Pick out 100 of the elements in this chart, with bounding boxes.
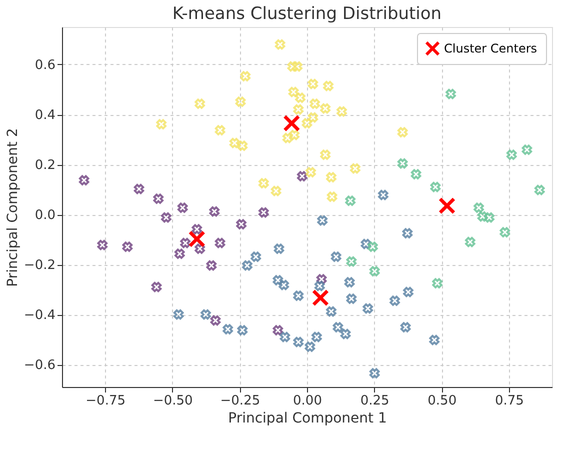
- point: [302, 118, 312, 128]
- point: [174, 248, 185, 259]
- point: [430, 182, 441, 192]
- point: [369, 368, 380, 378]
- x-tick-label: 0.25: [360, 394, 390, 408]
- point: [397, 127, 408, 138]
- point: [500, 227, 510, 238]
- point: [229, 138, 240, 148]
- point: [320, 150, 330, 160]
- point: [295, 92, 306, 103]
- point: [522, 144, 532, 155]
- y-tick-label: −0.4: [24, 308, 56, 323]
- point: [477, 211, 488, 222]
- point: [250, 252, 261, 262]
- point: [177, 202, 188, 213]
- point: [293, 336, 304, 348]
- point: [235, 96, 246, 107]
- point: [209, 206, 220, 217]
- point: [284, 115, 300, 132]
- point: [397, 158, 408, 169]
- point: [282, 132, 293, 144]
- point: [222, 324, 233, 334]
- point: [272, 325, 284, 336]
- point: [368, 242, 378, 252]
- x-tick-label: −0.25: [220, 394, 260, 408]
- point: [308, 112, 318, 123]
- x-tick-label: 0.50: [428, 394, 457, 408]
- point: [153, 194, 164, 204]
- point: [402, 228, 413, 238]
- point: [194, 244, 205, 254]
- point: [332, 322, 344, 332]
- point: [161, 212, 172, 223]
- point: [194, 98, 205, 109]
- point: [288, 86, 299, 98]
- point: [350, 163, 360, 174]
- point: [378, 190, 388, 200]
- point: [78, 175, 90, 186]
- point: [330, 252, 342, 262]
- point: [200, 309, 211, 320]
- point: [465, 236, 476, 248]
- point: [534, 184, 545, 196]
- point: [151, 282, 162, 292]
- point: [297, 171, 308, 182]
- point: [400, 322, 411, 332]
- point: [289, 130, 300, 140]
- point: [326, 306, 336, 317]
- point: [292, 61, 302, 72]
- point: [320, 103, 330, 114]
- point: [317, 215, 328, 226]
- point: [360, 238, 372, 250]
- point: [240, 71, 250, 82]
- y-tick-label: −0.2: [24, 258, 56, 273]
- point: [180, 238, 190, 248]
- point: [210, 315, 221, 326]
- point: [280, 332, 290, 342]
- point: [287, 61, 298, 72]
- x-tick-label: 0.75: [494, 394, 524, 408]
- legend-label: Cluster Centers: [444, 42, 538, 56]
- point: [484, 212, 494, 223]
- x-tick-label: −0.50: [152, 394, 193, 408]
- point: [346, 294, 357, 304]
- point: [304, 342, 316, 352]
- point: [312, 332, 322, 342]
- point: [258, 207, 269, 218]
- point: [346, 256, 357, 267]
- point: [272, 275, 284, 286]
- point: [134, 184, 144, 194]
- point: [446, 88, 456, 100]
- point: [214, 238, 226, 248]
- point: [237, 140, 248, 151]
- point: [345, 196, 356, 206]
- point: [214, 125, 226, 136]
- x-axis-title: Principal Component 1: [228, 410, 387, 426]
- point: [173, 309, 184, 320]
- point: [188, 230, 205, 248]
- x-tick-label: −0.75: [86, 394, 126, 408]
- point: [274, 244, 284, 254]
- point: [432, 278, 442, 288]
- point: [122, 242, 133, 252]
- point: [390, 296, 400, 306]
- point: [310, 98, 320, 109]
- point: [274, 39, 286, 50]
- point: [308, 78, 318, 90]
- point: [344, 277, 355, 288]
- y-tick-label: 0.2: [34, 158, 56, 173]
- point: [293, 104, 304, 115]
- point: [206, 260, 217, 271]
- point: [336, 106, 347, 117]
- point: [506, 150, 517, 160]
- point: [236, 219, 246, 230]
- y-tick-label: 0.0: [34, 208, 56, 223]
- point: [362, 303, 373, 314]
- point: [314, 280, 325, 292]
- point: [306, 167, 316, 178]
- point: [410, 169, 422, 180]
- point: [293, 290, 304, 301]
- point: [97, 240, 108, 250]
- point: [156, 119, 166, 130]
- y-axis-title: Principal Component 2: [4, 128, 21, 287]
- point: [403, 286, 414, 298]
